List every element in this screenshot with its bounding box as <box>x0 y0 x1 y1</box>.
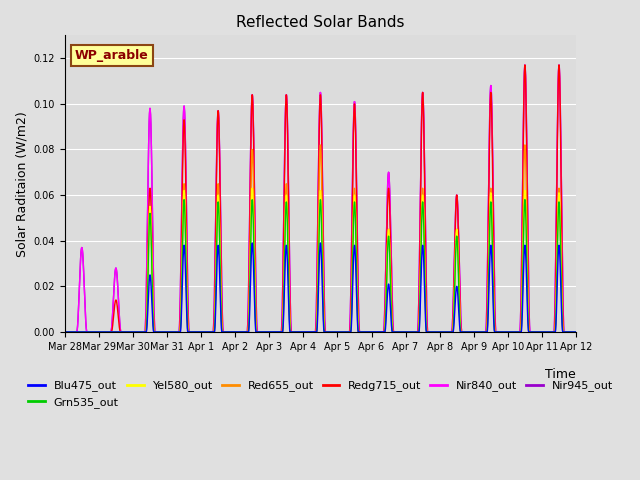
Red655_out <box>563 329 570 335</box>
Blu475_out <box>248 240 256 246</box>
Red655_out <box>119 329 127 335</box>
Grn535_out <box>572 329 580 335</box>
Redg715_out <box>279 288 287 293</box>
Grn535_out <box>119 329 127 335</box>
Y-axis label: Solar Raditaion (W/m2): Solar Raditaion (W/m2) <box>15 111 28 256</box>
Blu475_out <box>61 329 68 335</box>
Grn535_out <box>521 197 529 203</box>
Red655_out <box>279 312 287 318</box>
Blu475_out <box>563 329 570 335</box>
Nir840_out <box>572 329 580 335</box>
Nir840_out <box>507 329 515 335</box>
Redg715_out <box>150 308 157 313</box>
Nir840_out <box>257 329 265 335</box>
Nir945_out <box>555 62 563 68</box>
Yel580_out <box>150 321 157 327</box>
Line: Red655_out: Red655_out <box>65 145 576 332</box>
Grn535_out <box>61 329 68 335</box>
Redg715_out <box>507 329 515 335</box>
Yel580_out <box>119 329 127 335</box>
Redg715_out <box>572 329 580 335</box>
Redg715_out <box>563 329 570 335</box>
Red655_out <box>521 142 529 148</box>
Line: Redg715_out: Redg715_out <box>65 65 576 332</box>
Nir945_out <box>257 329 265 335</box>
Nir840_out <box>563 329 570 335</box>
Line: Yel580_out: Yel580_out <box>65 188 576 332</box>
Line: Blu475_out: Blu475_out <box>65 243 576 332</box>
Blu475_out <box>119 329 127 335</box>
Redg715_out <box>61 329 68 335</box>
Blu475_out <box>279 324 287 330</box>
Red655_out <box>61 329 68 335</box>
Yel580_out <box>572 329 580 335</box>
Line: Grn535_out: Grn535_out <box>65 200 576 332</box>
Nir840_out <box>555 62 563 68</box>
Nir945_out <box>279 265 287 271</box>
Grn535_out <box>257 329 265 335</box>
Yel580_out <box>563 329 570 335</box>
Nir945_out <box>572 329 580 335</box>
Yel580_out <box>248 185 256 191</box>
Text: Time: Time <box>545 368 576 381</box>
Grn535_out <box>563 329 570 335</box>
Line: Nir945_out: Nir945_out <box>65 65 576 332</box>
Grn535_out <box>279 322 287 328</box>
Yel580_out <box>279 312 287 318</box>
Text: WP_arable: WP_arable <box>75 49 148 62</box>
Red655_out <box>572 329 580 335</box>
Nir945_out <box>507 329 515 335</box>
Legend: Blu475_out, Grn535_out, Yel580_out, Red655_out, Redg715_out, Nir840_out, Nir945_: Blu475_out, Grn535_out, Yel580_out, Red6… <box>24 376 618 412</box>
Nir840_out <box>150 275 157 281</box>
Nir840_out <box>279 265 287 271</box>
Nir945_out <box>150 275 157 281</box>
Line: Nir840_out: Nir840_out <box>65 65 576 332</box>
Yel580_out <box>61 329 68 335</box>
Red655_out <box>507 329 515 335</box>
Blu475_out <box>508 329 515 335</box>
Blu475_out <box>572 329 580 335</box>
Blu475_out <box>150 328 157 334</box>
Yel580_out <box>508 329 515 335</box>
Red655_out <box>257 329 265 335</box>
Nir945_out <box>61 329 68 335</box>
Nir840_out <box>61 329 68 335</box>
Blu475_out <box>257 329 265 335</box>
Red655_out <box>150 318 157 324</box>
Grn535_out <box>150 324 157 330</box>
Nir945_out <box>563 329 570 335</box>
Yel580_out <box>257 329 265 335</box>
Title: Reflected Solar Bands: Reflected Solar Bands <box>236 15 404 30</box>
Redg715_out <box>257 329 265 335</box>
Redg715_out <box>555 62 563 68</box>
Nir840_out <box>119 329 127 335</box>
Grn535_out <box>507 329 515 335</box>
Nir945_out <box>119 329 127 335</box>
Redg715_out <box>119 329 127 335</box>
